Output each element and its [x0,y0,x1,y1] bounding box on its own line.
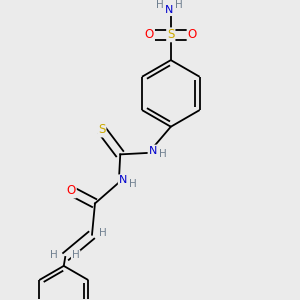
Text: N: N [119,175,127,185]
Text: O: O [145,28,154,41]
Text: H: H [129,179,137,189]
Text: O: O [188,28,197,41]
Text: S: S [167,28,175,41]
Text: N: N [165,5,173,15]
Text: O: O [67,184,76,197]
Text: N: N [148,146,157,155]
Text: H: H [156,0,164,10]
Text: H: H [175,0,183,10]
Text: H: H [50,250,58,260]
Text: H: H [99,228,107,238]
Text: H: H [159,149,167,159]
Text: S: S [98,124,106,136]
Text: H: H [72,250,80,260]
